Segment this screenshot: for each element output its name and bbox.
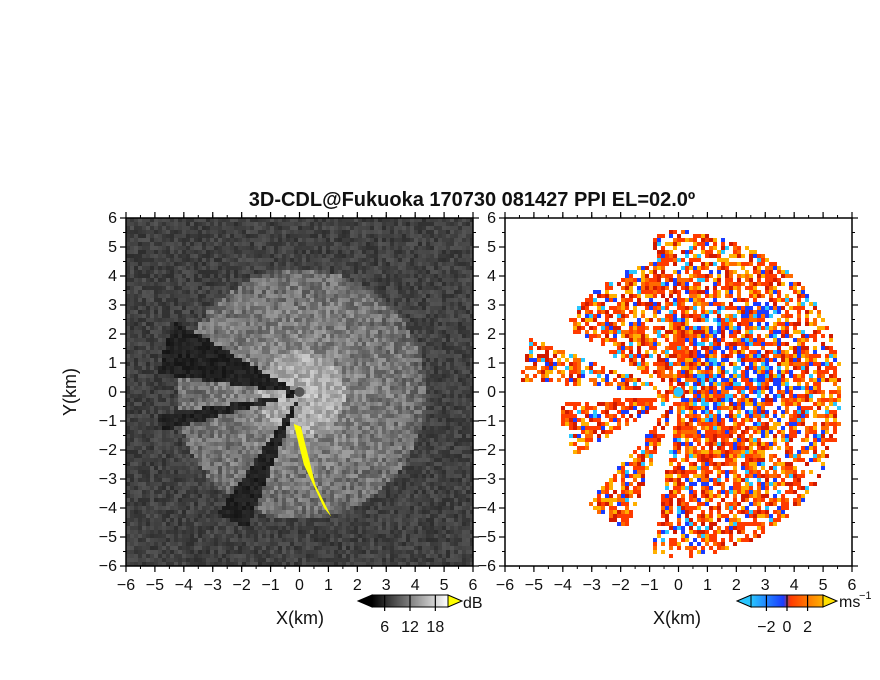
velocity-colorbar-tick-label: 0: [783, 619, 792, 636]
velocity-y-tick-label: −1: [478, 413, 496, 430]
reflectivity-x-tick-label: −3: [204, 577, 222, 594]
velocity-y-tick-label: 5: [487, 239, 496, 256]
velocity-y-tick-label: −4: [478, 500, 496, 517]
velocity-x-tick-label: 6: [848, 577, 857, 594]
reflectivity-y-tick-label: 1: [108, 355, 117, 372]
reflectivity-colorbar-tick-label: 18: [426, 619, 444, 636]
velocity-colorbar-over-arrow: [822, 594, 839, 608]
reflectivity-colorbar-over-arrow: [447, 594, 464, 608]
reflectivity-x-tick-label: 2: [353, 577, 362, 594]
velocity-panel: −6 −5 −4 −3 −2 −1 0 1 2 3 4 5 6 −6 −5 −4 −3 −2 −1 0 1 2 3 4 5 6 X…: [478, 210, 872, 636]
reflectivity-y-tick-label: 0: [108, 384, 117, 401]
velocity-colorbar-unit: ms: [839, 594, 860, 611]
velocity-y-tick-label: 2: [487, 326, 496, 343]
reflectivity-y-axis-label: Y(km): [60, 368, 80, 416]
reflectivity-x-tick-label: −5: [146, 577, 164, 594]
velocity-x-tick-label: 4: [790, 577, 799, 594]
reflectivity-x-axis-label: X(km): [276, 608, 324, 628]
velocity-y-tick-label: 4: [487, 268, 496, 285]
reflectivity-x-tick-label: 5: [440, 577, 449, 594]
velocity-x-tick-label: −5: [525, 577, 543, 594]
velocity-colorbar-unit-exponent: −1: [859, 590, 872, 602]
reflectivity-x-tick-label: 4: [411, 577, 420, 594]
velocity-colorbar-under-arrow: [735, 594, 752, 608]
reflectivity-colorbar-tick-label: 6: [380, 619, 389, 636]
reflectivity-x-tick-label: −2: [233, 577, 251, 594]
velocity-x-tick-label: 3: [761, 577, 770, 594]
velocity-x-tick-label: −2: [612, 577, 630, 594]
reflectivity-x-tick-label: 3: [382, 577, 391, 594]
reflectivity-y-tick-label: 2: [108, 326, 117, 343]
figure-title: 3D-CDL@Fukuoka 170730 081427 PPI EL=02.0…: [249, 189, 695, 211]
velocity-colorbar: −2 0 2 ms −1: [735, 590, 872, 636]
reflectivity-y-tick-label: 5: [108, 239, 117, 256]
reflectivity-y-tick-label: −6: [99, 558, 117, 575]
velocity-y-tick-label: −3: [478, 471, 496, 488]
reflectivity-y-tick-label: 3: [108, 297, 117, 314]
reflectivity-y-tick-label: 6: [108, 210, 117, 227]
reflectivity-y-tick-label: −5: [99, 529, 117, 546]
reflectivity-x-tick-label: 0: [295, 577, 304, 594]
velocity-image: [521, 230, 841, 558]
reflectivity-axis-ticks: −6 −5 −4 −3 −2 −1 0 1 2 3 4 5 6 −6 −5 −4 −3 −2 −1 0 1 2 3 4 5 6: [99, 210, 479, 594]
velocity-y-tick-label: −2: [478, 442, 496, 459]
reflectivity-x-tick-label: −1: [261, 577, 279, 594]
velocity-x-tick-label: 0: [674, 577, 683, 594]
velocity-y-tick-label: 1: [487, 355, 496, 372]
velocity-x-axis-label: X(km): [653, 608, 701, 628]
reflectivity-x-tick-label: 6: [469, 577, 478, 594]
reflectivity-x-tick-label: −4: [175, 577, 193, 594]
velocity-x-tick-label: 5: [819, 577, 828, 594]
velocity-colorbar-tick-label: 2: [803, 619, 812, 636]
velocity-y-tick-label: −6: [478, 558, 496, 575]
velocity-y-tick-label: 6: [487, 210, 496, 227]
reflectivity-y-tick-label: 4: [108, 268, 117, 285]
velocity-x-tick-label: −3: [583, 577, 601, 594]
velocity-x-tick-label: −4: [554, 577, 572, 594]
reflectivity-x-tick-label: −6: [117, 577, 135, 594]
velocity-x-tick-label: −1: [640, 577, 658, 594]
velocity-y-tick-label: 0: [487, 384, 496, 401]
velocity-colorbar-tick-label: −2: [757, 619, 775, 636]
reflectivity-y-tick-label: −4: [99, 500, 117, 517]
velocity-y-tick-label: −5: [478, 529, 496, 546]
reflectivity-y-tick-label: −1: [99, 413, 117, 430]
velocity-y-tick-label: 3: [487, 297, 496, 314]
reflectivity-image: [126, 218, 473, 566]
reflectivity-colorbar-tick-label: 12: [401, 619, 419, 636]
reflectivity-colorbar-under-arrow: [356, 594, 373, 608]
velocity-axis-ticks: −6 −5 −4 −3 −2 −1 0 1 2 3 4 5 6 −6 −5 −4 −3 −2 −1 0 1 2 3 4 5 6: [478, 210, 858, 594]
velocity-x-tick-label: 1: [703, 577, 712, 594]
reflectivity-colorbar: 6 12 18 dB: [356, 594, 483, 636]
velocity-x-tick-label: 2: [732, 577, 741, 594]
reflectivity-colorbar-unit: dB: [463, 595, 483, 612]
reflectivity-y-tick-label: −2: [99, 442, 117, 459]
reflectivity-y-tick-label: −3: [99, 471, 117, 488]
velocity-x-tick-label: −6: [496, 577, 514, 594]
reflectivity-x-tick-label: 1: [324, 577, 333, 594]
